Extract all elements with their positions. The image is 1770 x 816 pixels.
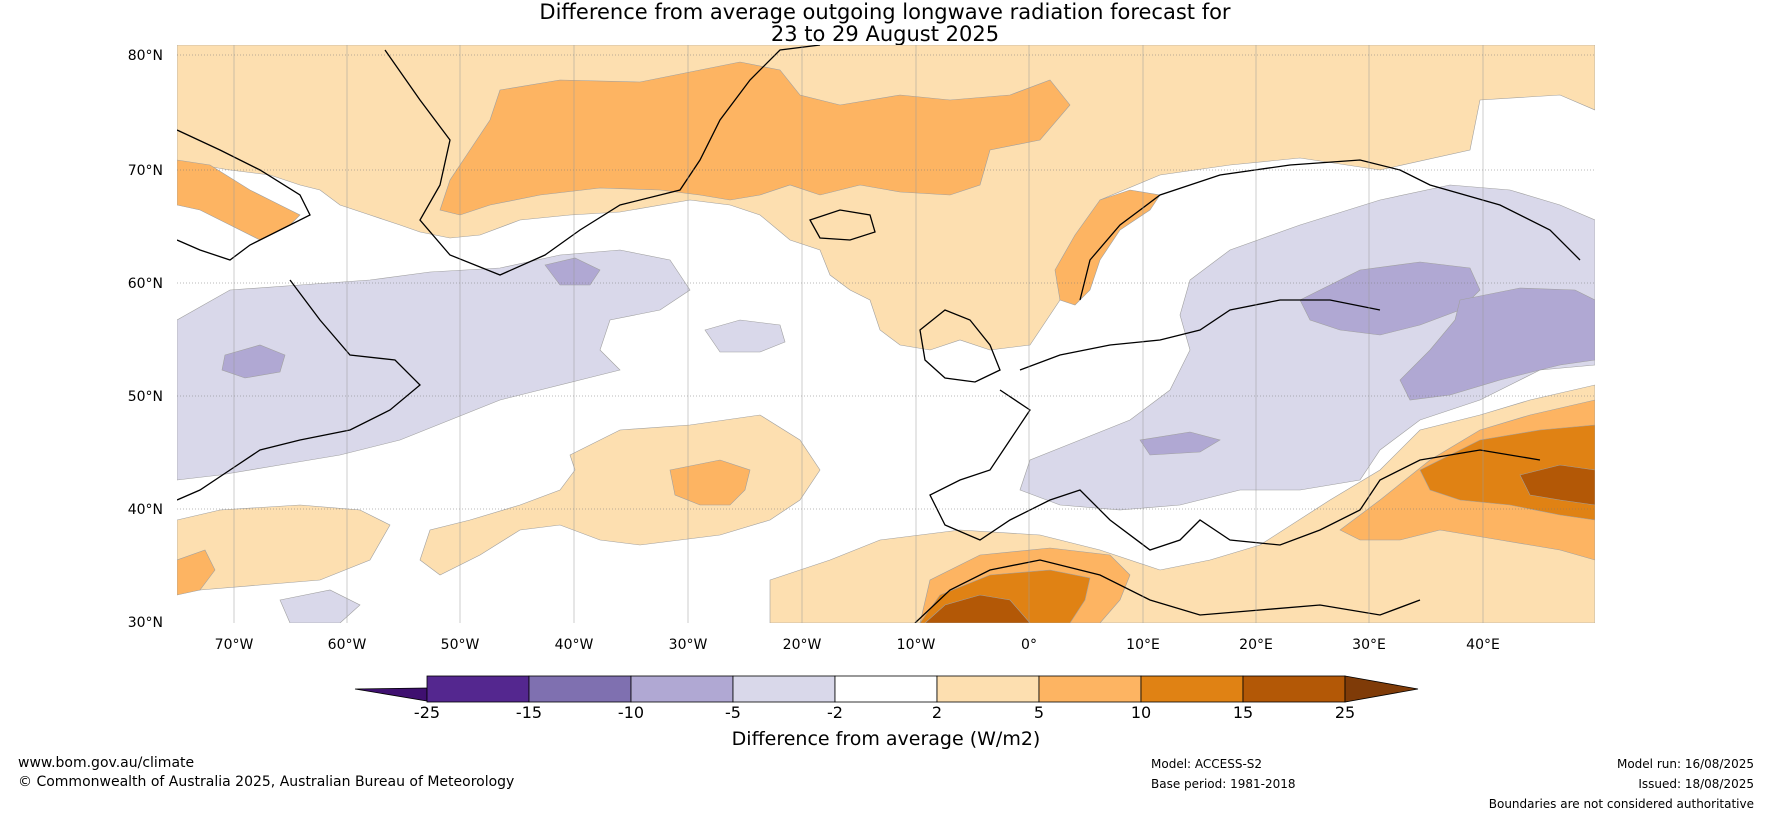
lon-label-70w: 70°W: [215, 637, 254, 653]
colorbar-segment: [1038, 675, 1142, 703]
russia-medium-purple-region: [1399, 287, 1595, 401]
africa-coastline: [914, 559, 1421, 623]
colorbar-tick-label: 25: [1335, 703, 1355, 722]
colorbar-tick-label: 2: [932, 703, 942, 722]
colorbar-tick-label: 10: [1131, 703, 1151, 722]
labrador-coastline: [177, 279, 421, 501]
labrador-medium-purple-spot: [221, 344, 286, 379]
mid-atlantic-light-purple-spot: [704, 319, 786, 353]
lon-label-0: 0°: [1021, 637, 1037, 653]
anomaly-layer-deep-orange: [924, 464, 1595, 623]
lat-label-60n: 60°N: [128, 276, 163, 292]
copyright-text: © Commonwealth of Australia 2025, Austra…: [18, 774, 515, 790]
longitude-labels: 70°W 60°W 50°W 40°W 30°W 20°W 10°W 0° 10…: [215, 637, 1500, 653]
colorbar-segment: [528, 675, 632, 703]
lon-label-60w: 60°W: [328, 637, 367, 653]
british-isles-coastline: [919, 309, 1001, 383]
colorbar-tick-label: -25: [414, 703, 440, 722]
scandinavia-coastline: [1079, 159, 1581, 301]
lon-label-10e: 10°E: [1126, 637, 1160, 653]
lat-label-50n: 50°N: [128, 389, 163, 405]
lat-label-30n: 30°N: [128, 615, 163, 631]
lon-label-20w: 20°W: [783, 637, 822, 653]
base-period: Base period: 1981-2018: [1151, 777, 1296, 791]
colorbar-segment: [630, 675, 734, 703]
anomaly-layer-medium-purple: [221, 257, 1595, 456]
europe-coastline: [929, 299, 1541, 551]
lat-label-70n: 70°N: [128, 163, 163, 179]
norway-medium-orange-region: [1054, 189, 1161, 306]
model-run-date: Model run: 16/08/2025: [1616, 757, 1754, 771]
atlantic-medium-orange-spot: [669, 459, 751, 506]
lon-label-50w: 50°W: [441, 637, 480, 653]
greenland-sea-medium-orange-region: [439, 61, 1071, 216]
lat-label-80n: 80°N: [128, 48, 163, 64]
lon-label-30w: 30°W: [669, 637, 708, 653]
southwest-light-purple-spot: [279, 589, 361, 623]
colorbar-segment: [834, 675, 938, 703]
baffin-coastline: [177, 129, 311, 261]
colorbar-segment: [426, 675, 530, 703]
lon-label-20e: 20°E: [1239, 637, 1273, 653]
colorbar-tick-label: -15: [516, 703, 542, 722]
issued-date: Issued: 18/08/2025: [1638, 777, 1754, 791]
sahara-deep-orange-region: [924, 594, 1031, 623]
lon-label-30e: 30°E: [1352, 637, 1386, 653]
website-link[interactable]: www.bom.gov.au/climate: [18, 755, 195, 771]
lat-label-40n: 40°N: [128, 502, 163, 518]
caucasus-deep-orange-spot: [1519, 464, 1595, 506]
lon-label-40w: 40°W: [555, 637, 594, 653]
lon-label-40e: 40°E: [1466, 637, 1500, 653]
meridians: [233, 45, 1484, 623]
labrador-sea-medium-purple-spot: [544, 257, 601, 286]
labrador-light-purple-region: [177, 249, 691, 481]
map-title-line2: 23 to 29 August 2025: [770, 22, 1000, 46]
colorbar-tick-label: -2: [827, 703, 843, 722]
southwest-medium-orange-spot: [177, 549, 216, 596]
alps-medium-purple-spot: [1139, 431, 1221, 456]
colorbar-tick-label: 5: [1034, 703, 1044, 722]
greenland-coastline: [384, 45, 821, 276]
colorbar-tick-label: -5: [725, 703, 741, 722]
colorbar: -25 -15 -10 -5 -2 2 5 10 15 25 Differenc…: [354, 675, 1419, 750]
atlantic-light-orange-region: [419, 414, 821, 576]
lon-label-10w: 10°W: [897, 637, 936, 653]
colorbar-tick-label: 15: [1233, 703, 1253, 722]
colorbar-title: Difference from average (W/m2): [732, 728, 1041, 750]
colorbar-segment: [732, 675, 836, 703]
colorbar-segment: [1242, 675, 1346, 703]
colorbar-left-extension: [354, 687, 428, 702]
iceland-coastline: [809, 209, 876, 241]
map-title-line1: Difference from average outgoing longwav…: [539, 0, 1231, 24]
colorbar-segment: [1140, 675, 1244, 703]
colorbar-right-extension: [1344, 675, 1419, 703]
colorbar-segment: [936, 675, 1040, 703]
coastlines: [177, 45, 1581, 623]
boundaries-disclaimer: Boundaries are not considered authoritat…: [1488, 797, 1754, 811]
latitude-labels: 80°N 70°N 60°N 50°N 40°N 30°N: [128, 48, 163, 631]
model-name: Model: ACCESS-S2: [1151, 757, 1263, 771]
map-area: [177, 45, 1595, 623]
graticule: [177, 54, 1595, 510]
colorbar-tick-label: -10: [618, 703, 644, 722]
